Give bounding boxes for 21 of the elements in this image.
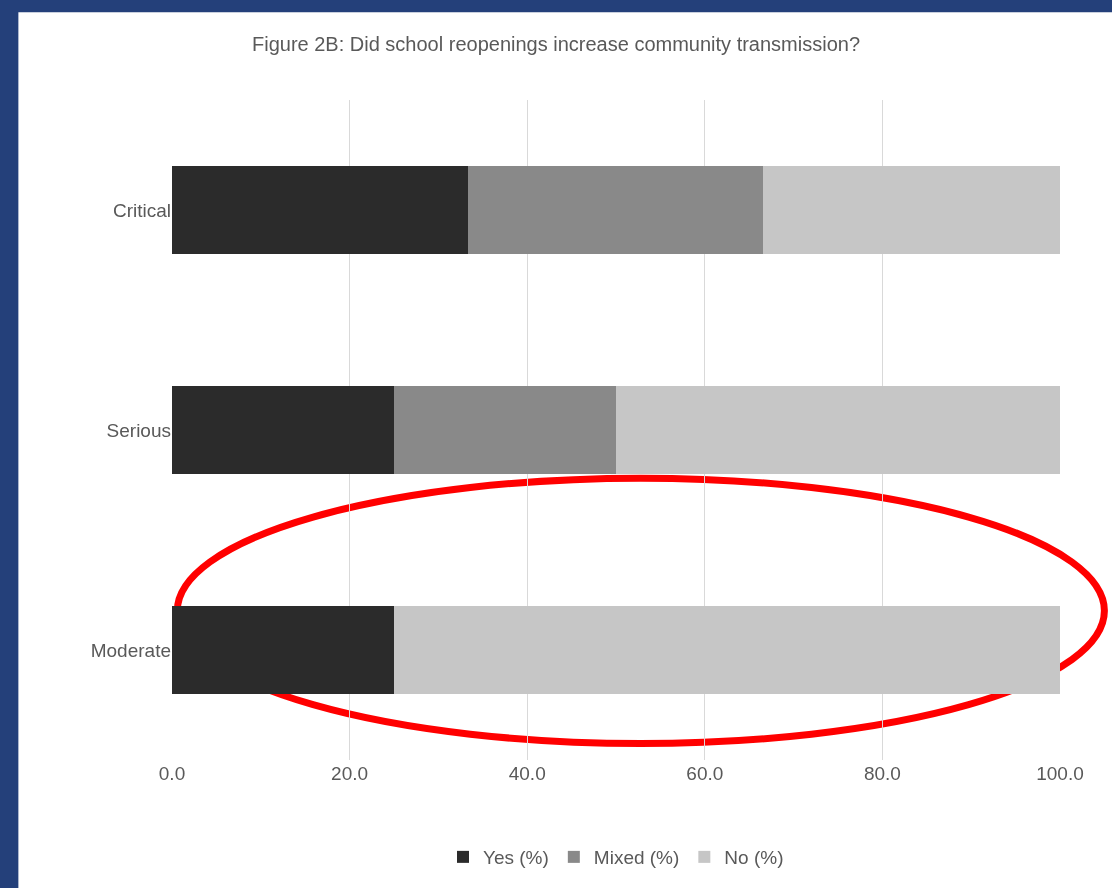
x-tick-label: 80.0 — [863, 763, 901, 784]
legend-label: Yes (%) — [483, 847, 549, 869]
legend-label: No (%) — [724, 847, 784, 869]
y-tick-label: Moderate — [90, 639, 171, 661]
x-tick-label: 60.0 — [686, 763, 724, 784]
bar — [616, 386, 1060, 474]
bar — [394, 386, 616, 474]
x-tick-label: 40.0 — [508, 763, 546, 784]
bar — [763, 166, 1060, 254]
x-tick-label: 100.0 — [1036, 763, 1084, 784]
bar — [172, 606, 394, 694]
bar — [394, 606, 1060, 694]
bar — [172, 166, 468, 254]
bar — [467, 166, 764, 254]
x-tick-label: 20.0 — [331, 763, 369, 784]
legend-label: Mixed (%) — [593, 847, 680, 869]
bar — [172, 386, 394, 474]
x-tick-label: 0.0 — [158, 763, 186, 784]
y-tick-label: Serious — [106, 419, 171, 441]
chart-title: Figure 2B: Did school reopenings increase community transmission? — [251, 33, 861, 56]
y-tick-label: Critical — [112, 199, 171, 221]
